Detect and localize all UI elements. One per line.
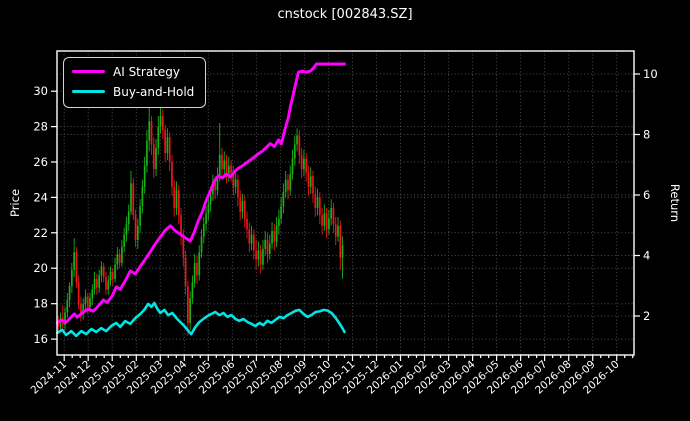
right-axis-label: Return	[668, 183, 682, 223]
ai-strategy-line	[55, 62, 346, 325]
chart-title: cnstock [002843.SZ]	[277, 7, 413, 22]
svg-text:26: 26	[33, 155, 48, 169]
left-axis-label: Price	[8, 188, 22, 218]
ai-strategy-line-swatch	[72, 69, 105, 74]
svg-text:30: 30	[33, 84, 48, 98]
svg-text:10: 10	[643, 67, 658, 81]
svg-text:28: 28	[33, 120, 48, 134]
legend: AI Strategy Buy-and-Hold	[63, 57, 207, 108]
svg-text:8: 8	[643, 128, 650, 142]
legend-item-ai-strategy: AI Strategy	[72, 62, 194, 81]
candlestick-series	[57, 101, 344, 336]
svg-text:18: 18	[33, 297, 48, 311]
svg-text:4: 4	[643, 249, 650, 263]
svg-text:16: 16	[33, 332, 48, 346]
x-tick-labels: 2024-112024-122025-012025-022025-032025-…	[29, 358, 622, 396]
svg-text:20: 20	[33, 261, 48, 275]
svg-text:2: 2	[643, 309, 650, 323]
svg-text:24: 24	[33, 190, 48, 204]
axis-ticks	[51, 73, 640, 361]
legend-label-buy-and-hold: Buy-and-Hold	[113, 84, 195, 99]
svg-text:6: 6	[643, 188, 650, 202]
y-tick-labels-left: 16 18 20 22 24 26 28 30	[33, 84, 48, 346]
plot-border	[56, 50, 635, 356]
svg-text:22: 22	[33, 226, 48, 240]
buy-and-hold-line-swatch	[72, 89, 105, 94]
legend-label-ai-strategy: AI Strategy	[113, 64, 180, 79]
legend-item-buy-and-hold: Buy-and-Hold	[72, 82, 194, 101]
y-tick-labels-right: 2 4 6 8 10	[643, 67, 658, 323]
buy-and-hold-line	[55, 301, 346, 338]
